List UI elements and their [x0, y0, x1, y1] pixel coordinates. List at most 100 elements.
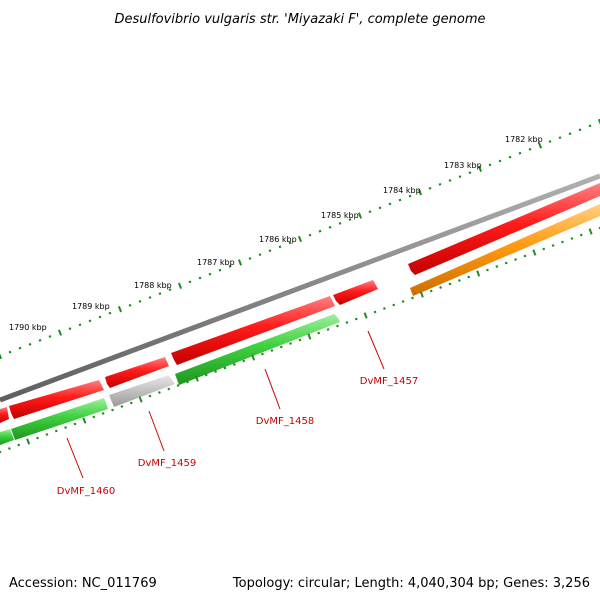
gene-forward-2 — [333, 280, 378, 305]
inner-ruler-minor-tick — [326, 328, 330, 331]
ruler-label: 1783 kbp — [444, 161, 482, 170]
inner-ruler-minor-tick — [7, 447, 11, 450]
outer-ruler-minor-tick — [588, 124, 592, 128]
inner-ruler-minor-tick — [542, 247, 546, 251]
outer-ruler-major-tick — [537, 142, 543, 149]
outer-ruler-minor-tick — [68, 327, 72, 331]
callout-line — [264, 368, 281, 410]
inner-ruler-minor-tick — [317, 331, 321, 335]
gene-label: DvMF_1458 — [256, 416, 314, 427]
inner-ruler-minor-tick — [111, 408, 114, 412]
outer-ruler-major-tick — [597, 118, 600, 125]
inner-ruler-minor-tick — [242, 359, 246, 363]
outer-ruler-minor-tick — [558, 136, 562, 140]
inner-ruler-minor-tick — [148, 394, 152, 398]
inner-ruler-minor-tick — [261, 352, 264, 356]
outer-ruler-minor-tick — [518, 151, 522, 155]
inner-ruler-minor-tick — [382, 307, 386, 310]
inner-ruler-major-tick — [476, 270, 481, 277]
ruler-label: 1784 kbp — [383, 186, 421, 195]
inner-ruler-minor-tick — [204, 373, 208, 377]
gene-callout-dvmf-1458: DvMF_1458 — [256, 368, 314, 427]
outer-ruler-minor-tick — [38, 338, 42, 342]
inner-ruler-major-tick — [588, 228, 593, 235]
outer-ruler-minor-tick — [458, 175, 462, 179]
gene-callout-dvmf-1459: DvMF_1459 — [138, 410, 196, 469]
ruler-label: 1785 kbp — [321, 211, 359, 220]
inner-ruler-minor-tick — [504, 261, 508, 265]
gene-forward-5 — [9, 380, 104, 419]
outer-ruler-minor-tick — [8, 350, 12, 354]
gene-rna — [410, 204, 600, 296]
inner-ruler-minor-tick — [186, 380, 189, 384]
inner-ruler-major-tick — [251, 354, 256, 361]
outer-ruler-minor-tick — [228, 264, 232, 268]
outer-ruler-minor-tick — [158, 292, 162, 296]
outer-ruler-minor-tick — [138, 299, 142, 303]
outer-ruler-minor-tick — [108, 311, 112, 315]
inner-ruler-major-tick — [138, 396, 143, 403]
inner-ruler-minor-tick — [401, 300, 405, 303]
gene-reverse-1 — [175, 314, 340, 385]
genome-backbone — [0, 173, 600, 403]
gene-callout-dvmf-1457: DvMF_1457 — [360, 330, 418, 387]
inner-ruler-minor-tick — [561, 240, 564, 244]
inner-ruler-minor-tick — [579, 233, 583, 237]
inner-ruler-minor-tick — [448, 282, 452, 286]
outer-ruler-minor-tick — [428, 186, 432, 190]
ruler-label: 1789 kbp — [72, 302, 110, 311]
inner-ruler-minor-tick — [45, 433, 49, 436]
outer-ruler-minor-tick — [468, 171, 472, 175]
inner-ruler-minor-tick — [92, 415, 96, 419]
outer-ruler-major-tick — [117, 306, 123, 313]
ruler-label: 1788 kbp — [134, 281, 172, 290]
outer-ruler-minor-tick — [348, 218, 352, 221]
inner-ruler-minor-tick — [345, 321, 349, 324]
inner-ruler-minor-tick — [54, 429, 58, 433]
inner-tick-ruler — [0, 226, 600, 454]
position-ruler — [0, 118, 600, 360]
ruler-label: 1786 kbp — [259, 235, 297, 244]
inner-ruler-minor-tick — [36, 436, 39, 440]
outer-ruler-minor-tick — [28, 342, 32, 346]
ruler-label: 1787 kbp — [197, 258, 235, 267]
outer-ruler-major-tick — [417, 189, 423, 196]
inner-ruler-major-tick — [419, 291, 424, 298]
ruler-label: 1790 kbp — [9, 323, 47, 332]
outer-ruler-minor-tick — [328, 225, 332, 229]
outer-ruler-minor-tick — [168, 288, 172, 292]
outer-ruler-major-tick — [0, 353, 3, 360]
outer-ruler-major-tick — [357, 212, 363, 219]
inner-ruler-minor-tick — [101, 412, 105, 415]
ruler-label: 1782 kbp — [505, 135, 543, 144]
outer-ruler-major-tick — [177, 282, 183, 289]
outer-ruler-minor-tick — [248, 257, 252, 260]
inner-ruler-minor-tick — [467, 275, 471, 279]
outer-ruler-minor-tick — [308, 233, 312, 237]
outer-ruler-minor-tick — [488, 163, 492, 167]
outer-ruler-minor-tick — [378, 206, 382, 210]
gene-forward-6 — [0, 407, 9, 423]
outer-ruler-major-tick — [297, 235, 303, 243]
outer-ruler-minor-tick — [368, 210, 372, 214]
inner-ruler-minor-tick — [486, 268, 489, 272]
outer-ruler-minor-tick — [288, 241, 292, 245]
inner-ruler-minor-tick — [392, 303, 396, 307]
outer-ruler-minor-tick — [98, 315, 102, 319]
outer-ruler-minor-tick — [188, 280, 192, 284]
inner-ruler-minor-tick — [214, 370, 218, 373]
inner-ruler-major-tick — [82, 417, 87, 424]
inner-ruler-major-tick — [532, 249, 537, 256]
outer-ruler-minor-tick — [398, 198, 402, 202]
outer-ruler-minor-tick — [448, 179, 452, 182]
outer-ruler-minor-tick — [438, 182, 442, 186]
outer-ruler-minor-tick — [88, 319, 92, 323]
inner-ruler-minor-tick — [167, 387, 171, 391]
genome-summary-text: Topology: circular; Length: 4,040,304 bp… — [232, 576, 590, 591]
outer-ruler-minor-tick — [218, 268, 222, 272]
inner-ruler-minor-tick — [223, 366, 227, 370]
inner-ruler-minor-tick — [176, 384, 180, 387]
gene-reverse-3 — [0, 429, 14, 445]
outer-ruler-minor-tick — [338, 221, 342, 225]
gene-forward-1 — [408, 183, 600, 275]
